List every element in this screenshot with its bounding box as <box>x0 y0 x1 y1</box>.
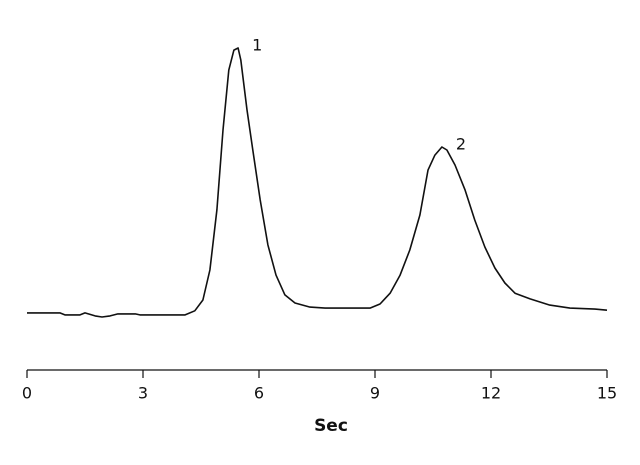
x-tick-label: 0 <box>22 384 32 403</box>
x-tick-label: 12 <box>481 384 501 403</box>
peak-label: 2 <box>456 134 466 153</box>
x-axis-label: Sec <box>314 416 348 436</box>
x-tick-label: 9 <box>370 384 380 403</box>
signal-line <box>27 47 608 318</box>
x-tick-label: 3 <box>138 384 148 403</box>
peak-label: 1 <box>252 36 262 55</box>
x-tick-label: 15 <box>597 384 617 403</box>
x-tick-label: 6 <box>254 384 264 403</box>
